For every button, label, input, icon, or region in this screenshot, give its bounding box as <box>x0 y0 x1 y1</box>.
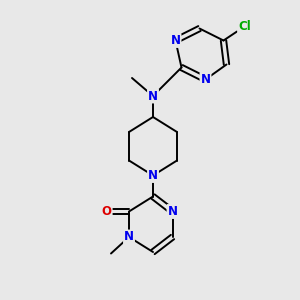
Text: N: N <box>124 230 134 244</box>
Text: N: N <box>148 89 158 103</box>
Text: N: N <box>200 73 211 86</box>
Text: N: N <box>170 34 181 47</box>
Text: N: N <box>167 205 178 218</box>
Text: O: O <box>101 205 112 218</box>
Text: N: N <box>148 169 158 182</box>
Text: Cl: Cl <box>238 20 251 34</box>
